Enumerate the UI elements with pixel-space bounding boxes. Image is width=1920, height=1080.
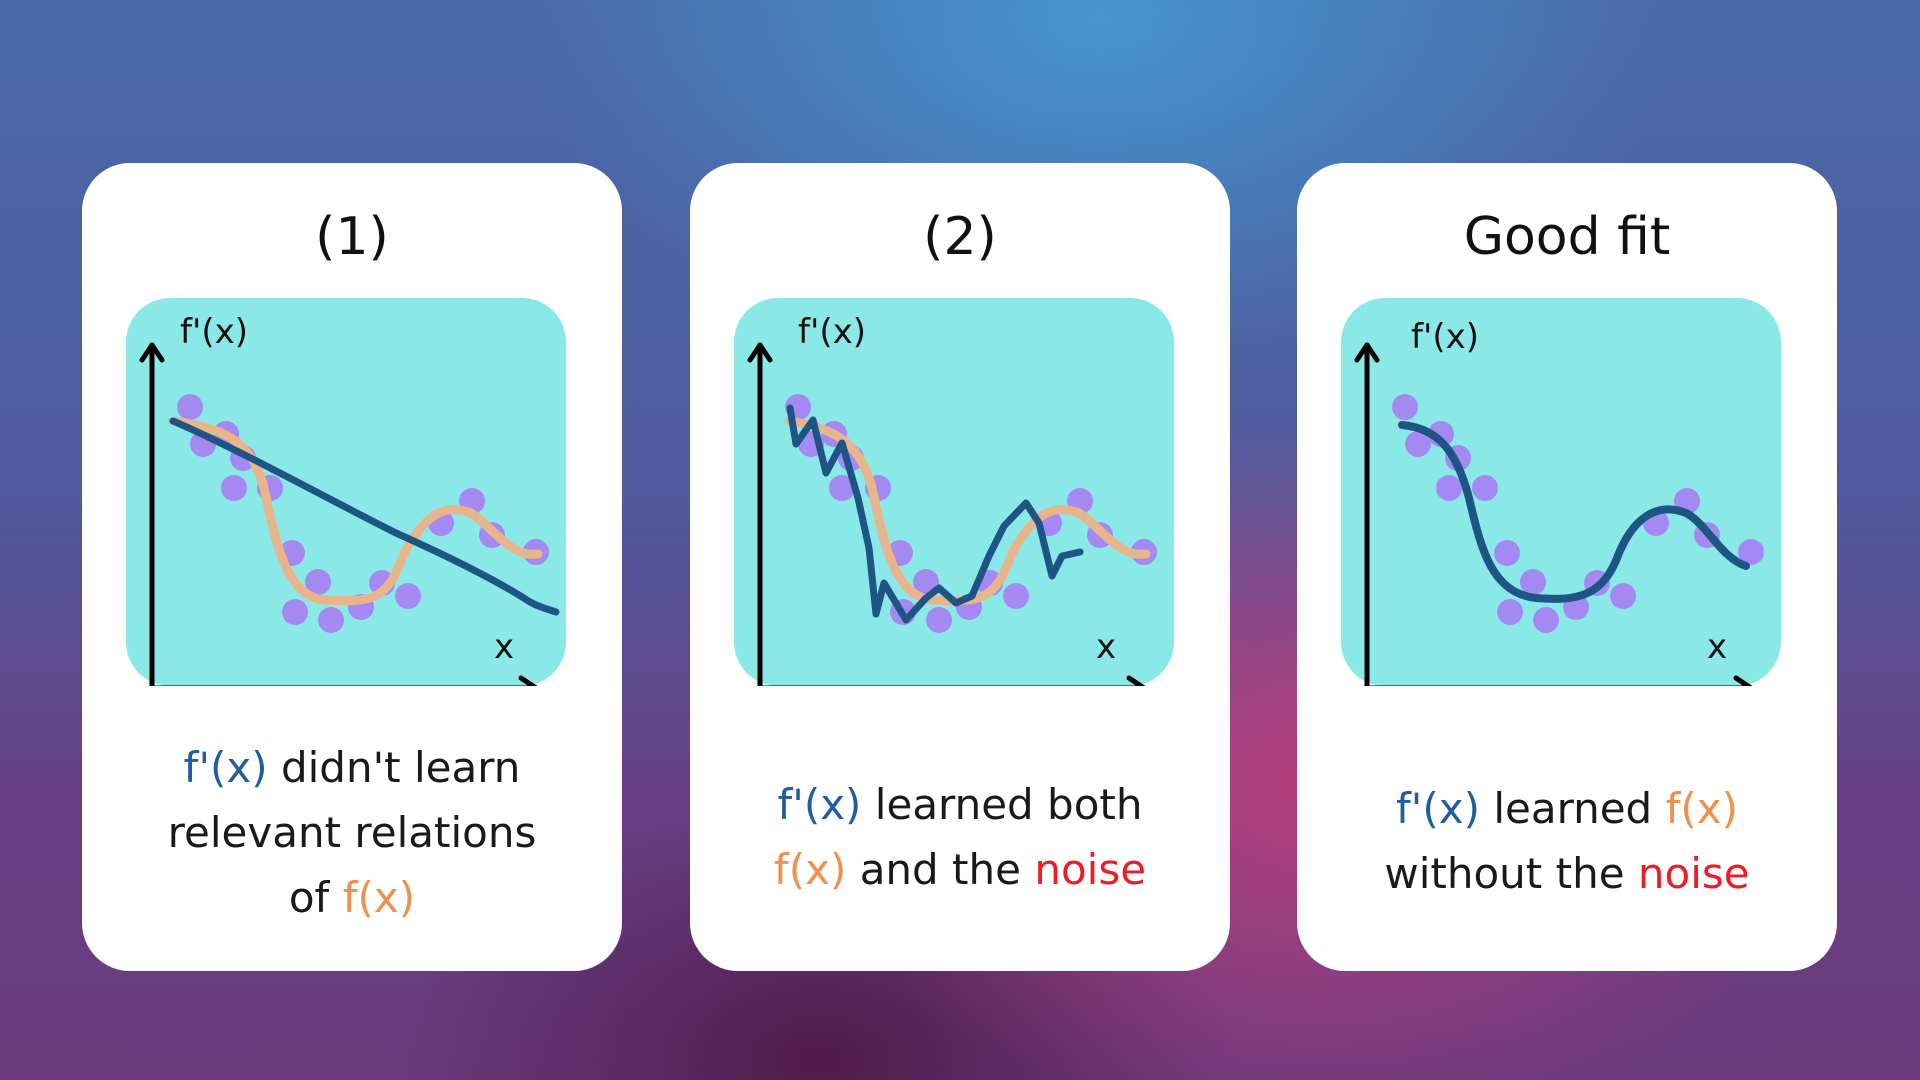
- caption-line: f(x) and the noise: [700, 837, 1220, 902]
- y-axis-arrowhead: [139, 342, 165, 363]
- card-overfit: (2) f'(x) x: [690, 163, 1230, 971]
- caption-text: relevant relations: [167, 808, 537, 857]
- caption-line: f'(x) learned both: [700, 772, 1220, 837]
- y-axis-label: f'(x): [1411, 317, 1479, 357]
- data-point: [1497, 599, 1523, 625]
- caption-line: without the noise: [1307, 841, 1827, 906]
- plot-overfit: f'(x) x: [747, 312, 1157, 686]
- data-point: [913, 569, 939, 595]
- plot-panel: f'(x) x: [1341, 298, 1781, 686]
- data-point: [221, 475, 247, 501]
- plot-good-fit: f'(x) x: [1354, 317, 1764, 686]
- card-title: (2): [923, 207, 997, 267]
- data-point: [1533, 607, 1559, 633]
- data-point: [1472, 475, 1498, 501]
- caption-line: f'(x) learned f(x): [1307, 776, 1827, 841]
- plot-underfit: f'(x) x: [139, 312, 560, 686]
- data-point: [1405, 431, 1431, 457]
- caption-highlight-learned: f'(x): [777, 780, 862, 829]
- y-axis-arrowhead: [747, 342, 773, 363]
- y-axis-label: f'(x): [798, 312, 866, 352]
- data-point: [177, 394, 203, 420]
- true-function-curve: [168, 416, 543, 606]
- caption-text: didn't learn: [267, 743, 521, 792]
- caption: f'(x) learned f(x) without the noise: [1307, 776, 1827, 906]
- learned-function-curve: [1398, 421, 1750, 603]
- plot-panel: f'(x) x: [734, 298, 1174, 686]
- data-point: [829, 475, 855, 501]
- x-axis-arrowhead: [1733, 675, 1753, 686]
- caption-text: and the: [846, 845, 1035, 894]
- caption-text: learned: [1479, 784, 1666, 833]
- caption-line: relevant relations: [92, 800, 612, 865]
- data-point: [1003, 583, 1029, 609]
- x-axis-label: x: [1096, 627, 1116, 667]
- x-axis-arrowhead: [1126, 675, 1146, 686]
- data-point: [305, 569, 331, 595]
- y-axis-arrowhead: [1354, 342, 1380, 363]
- caption-text: without the: [1384, 849, 1638, 898]
- data-point: [926, 607, 952, 633]
- caption-text: learned both: [861, 780, 1143, 829]
- learned-function-curve: [169, 417, 560, 616]
- card-good-fit: Good fit f'(x) x: [1297, 163, 1837, 971]
- x-axis-label: x: [494, 627, 514, 667]
- card-title: (1): [315, 207, 389, 267]
- caption-line: of f(x): [92, 865, 612, 930]
- data-point: [1610, 583, 1636, 609]
- data-point: [1436, 475, 1462, 501]
- data-point: [282, 599, 308, 625]
- caption-line: f'(x) didn't learn: [92, 735, 612, 800]
- caption-highlight-learned: f'(x): [183, 743, 268, 792]
- learned-function-curve: [786, 404, 1084, 624]
- y-axis-label: f'(x): [180, 312, 248, 352]
- caption-highlight-true: f(x): [1665, 784, 1738, 833]
- plot-panel: f'(x) x: [126, 298, 566, 686]
- data-point: [1392, 394, 1418, 420]
- caption-text: of: [288, 873, 343, 922]
- data-point: [318, 607, 344, 633]
- caption-highlight-true: f(x): [773, 845, 847, 894]
- data-point: [395, 583, 421, 609]
- card-title: Good fit: [1463, 207, 1671, 267]
- caption: f'(x) learned both f(x) and the noise: [700, 772, 1220, 902]
- caption-highlight-noise: noise: [1034, 845, 1147, 894]
- caption-highlight-true: f(x): [342, 873, 416, 922]
- caption-highlight-learned: f'(x): [1396, 784, 1480, 833]
- caption-highlight-noise: noise: [1637, 849, 1750, 898]
- data-point: [1520, 569, 1546, 595]
- caption: f'(x) didn't learn relevant relations of…: [92, 735, 612, 930]
- x-axis-label: x: [1707, 627, 1727, 667]
- data-point: [1494, 540, 1520, 566]
- data-point: [1738, 539, 1764, 565]
- x-axis-arrowhead: [518, 675, 538, 686]
- card-underfit: (1) f'(x) x: [82, 163, 622, 971]
